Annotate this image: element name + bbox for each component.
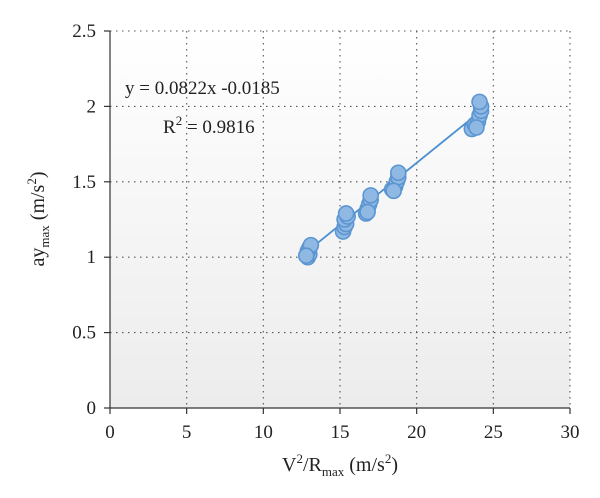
y-tick-label: 1.5 (72, 172, 96, 193)
y-tick-label: 0.5 (72, 323, 96, 344)
x-tick-label: 10 (254, 422, 273, 443)
data-point (385, 182, 402, 200)
x-tick-label: 15 (331, 422, 350, 443)
trendline-equation: y = 0.0822x -0.0185 (125, 78, 280, 99)
y-tick-label: 1 (87, 247, 97, 268)
data-point (362, 187, 379, 204)
x-tick-label: 20 (407, 422, 426, 443)
data-point (359, 203, 376, 221)
y-tick-label: 2.5 (72, 21, 96, 42)
axes: 0 5 10 15 20 25 30 0 0.5 1 1.5 2 2.5 (72, 21, 579, 443)
x-tick-label: 5 (182, 422, 192, 443)
data-point (297, 247, 315, 264)
y-tick-label: 0 (87, 398, 97, 419)
x-tick-label: 25 (484, 422, 503, 443)
data-point (337, 205, 355, 222)
x-tick-label: 30 (561, 422, 580, 443)
data-point (389, 164, 407, 182)
data-point (471, 93, 488, 111)
data-points (297, 93, 490, 266)
data-point (468, 119, 485, 136)
y-tick-label: 2 (87, 96, 97, 117)
x-axis-title: V2/Rmax (m/s2) (282, 451, 398, 479)
r-squared-label: R2 = 0.9816 (163, 113, 255, 138)
y-axis-title: aymax (m/s2) (24, 171, 52, 266)
x-tick-label: 0 (105, 422, 115, 443)
